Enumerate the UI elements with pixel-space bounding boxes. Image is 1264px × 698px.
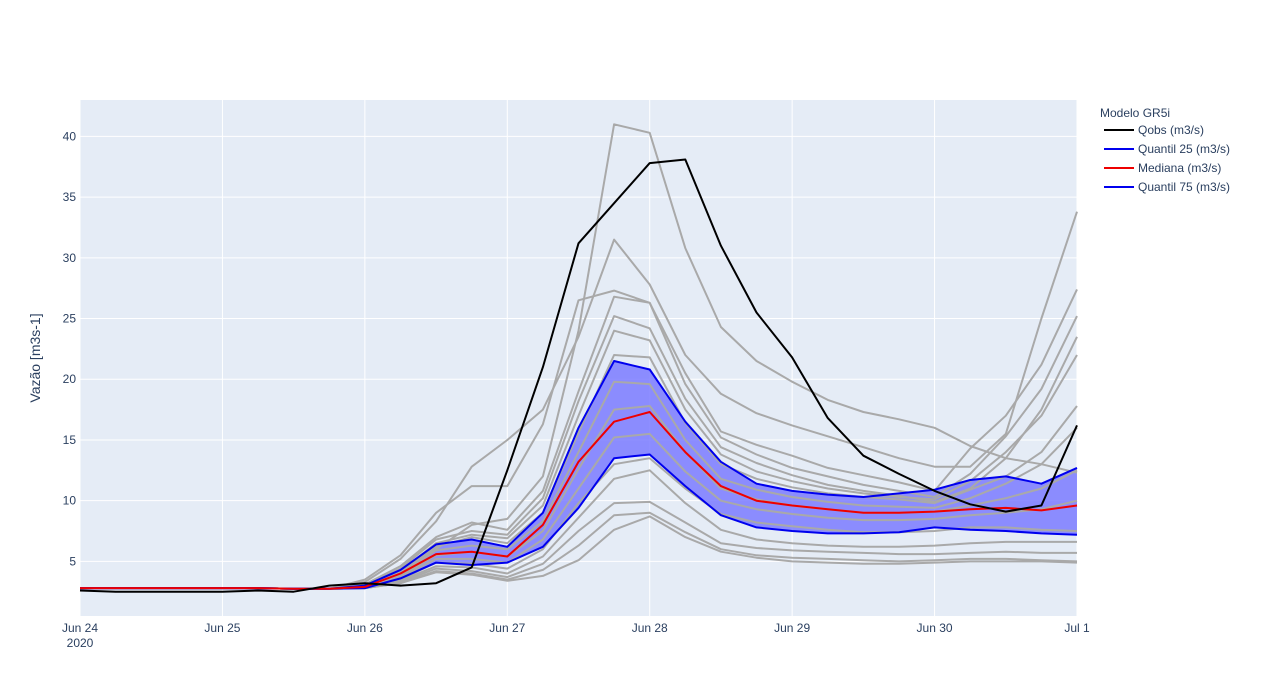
y-tick-label: 25 [63, 312, 77, 326]
legend: Modelo GR5i Qobs (m3/s) Quantil 25 (m3/s)… [1100, 106, 1230, 194]
summary-series [79, 158, 1078, 593]
x-tick-label: Jun 28 [632, 621, 668, 635]
x-tick-label: Jun 25 [204, 621, 240, 635]
x-tick-label: Jun 27 [489, 621, 525, 635]
x-tick-label: Jun 24 [62, 621, 98, 635]
legend-item[interactable]: Mediana (m3/s) [1104, 161, 1221, 175]
x-axis-ticks: Jun 24 Jun 25 Jun 26 Jun 27 Jun 28 Jun 29 Jun … [62, 621, 1090, 650]
y-tick-label: 30 [63, 251, 77, 265]
legend-title: Modelo GR5i [1100, 106, 1170, 120]
legend-label: Quantil 25 (m3/s) [1138, 142, 1230, 156]
y-tick-label: 10 [63, 494, 77, 508]
x-tick-label: Jun 30 [917, 621, 953, 635]
legend-label: Mediana (m3/s) [1138, 161, 1221, 175]
legend-label: Qobs (m3/s) [1138, 123, 1204, 137]
x-tick-label: Jun 29 [774, 621, 810, 635]
interquartile-band [80, 361, 1077, 589]
legend-label: Quantil 75 (m3/s) [1138, 180, 1230, 194]
y-axis-ticks: 5 10 15 20 25 30 35 40 [63, 129, 77, 568]
legend-item[interactable]: Quantil 75 (m3/s) [1104, 180, 1230, 194]
y-tick-label: 20 [63, 372, 77, 386]
series-line [80, 411, 1078, 590]
x-tick-year-label: 2020 [67, 636, 94, 650]
series-line [79, 158, 1078, 593]
y-tick-label: 5 [69, 554, 76, 568]
x-tick-label: Jul 1 [1064, 621, 1090, 635]
y-tick-label: 40 [63, 129, 77, 143]
plot-background [80, 100, 1077, 616]
y-tick-label: 15 [63, 433, 77, 447]
y-tick-label: 35 [63, 190, 77, 204]
legend-item[interactable]: Quantil 25 (m3/s) [1104, 142, 1230, 156]
interquartile-fill [80, 361, 1077, 589]
x-tick-label: Jun 26 [347, 621, 383, 635]
y-axis-title: Vazão [m3s-1] [27, 313, 43, 402]
legend-item[interactable]: Qobs (m3/s) [1104, 123, 1204, 137]
